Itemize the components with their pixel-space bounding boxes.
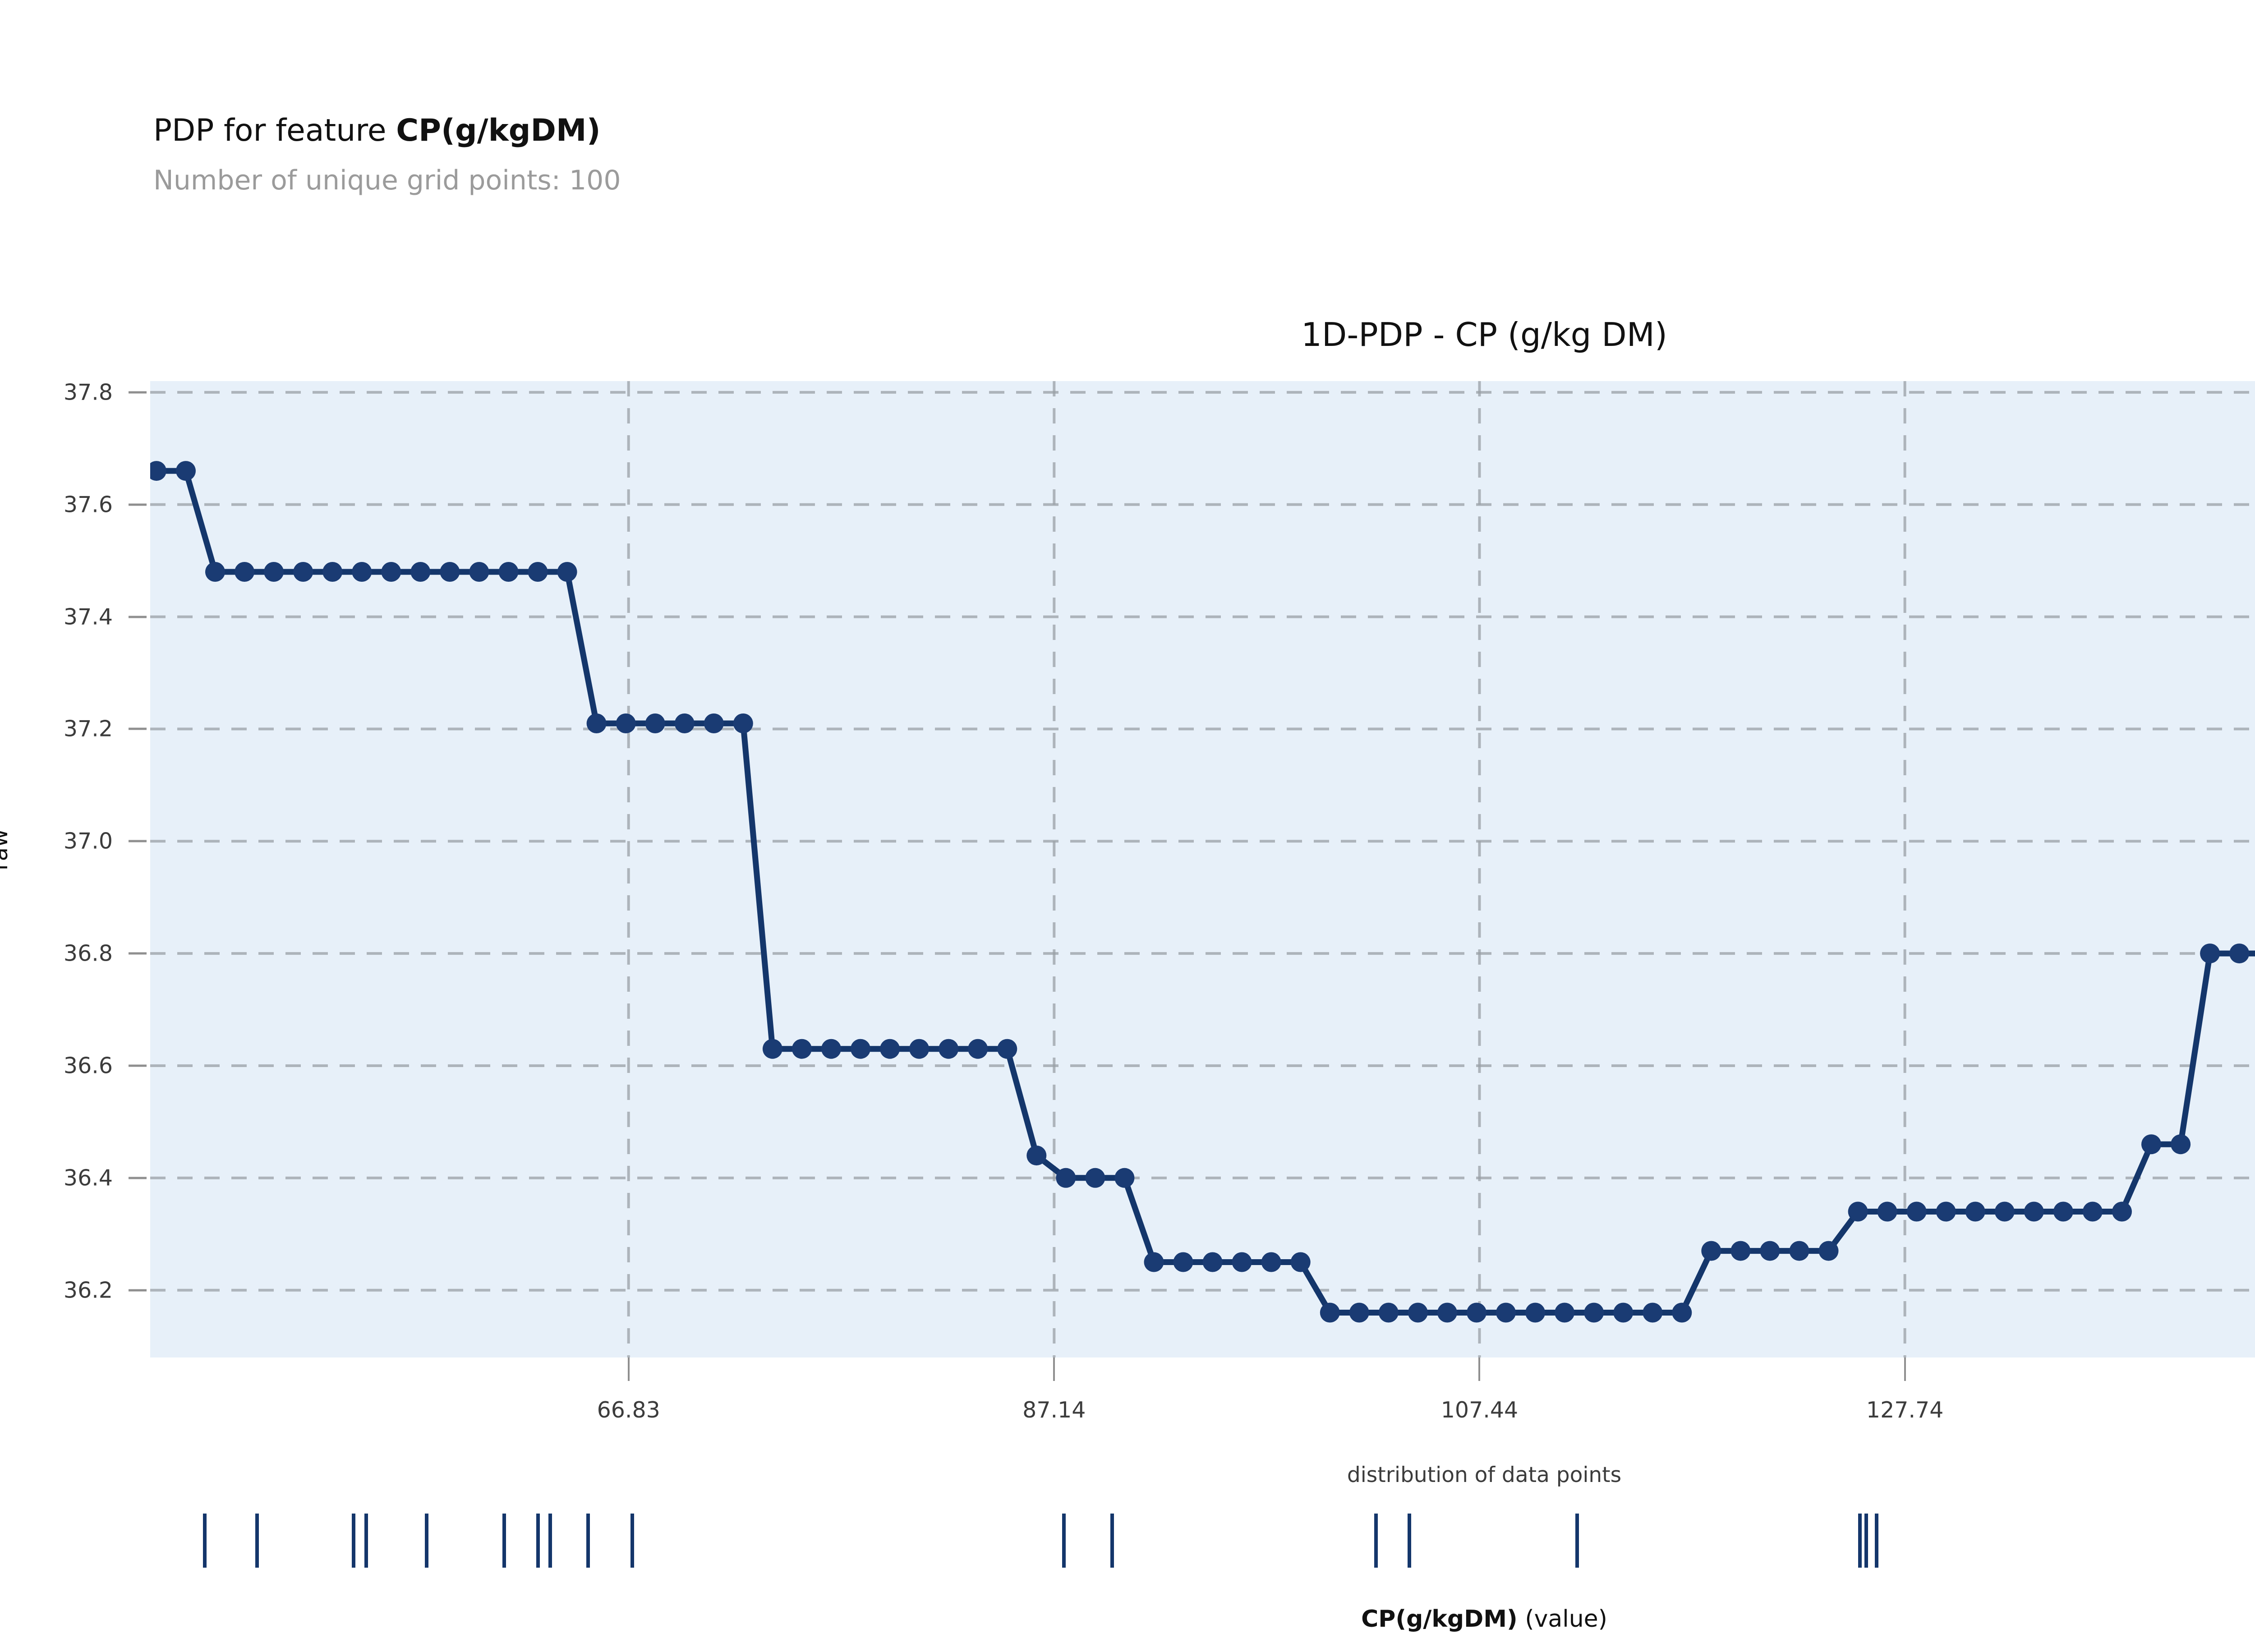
x-axis-title: CP(g/kgDM) (value)	[0, 1606, 2255, 1633]
x-axis-tick-mark	[1053, 1357, 1055, 1381]
rug-tick	[1374, 1514, 1378, 1568]
rug-tick	[1575, 1514, 1579, 1568]
x-axis-tick-label: 107.44	[1440, 1397, 1519, 1423]
x-axis-tick-mark	[1904, 1357, 1906, 1381]
y-axis-tick-label: 37.8	[63, 379, 113, 405]
x-axis-tick-label: 66.83	[597, 1397, 660, 1423]
y-axis-tick-label: 37.2	[63, 716, 113, 742]
y-axis-tick-mark	[129, 727, 147, 730]
rug-tick	[1858, 1514, 1862, 1568]
rug-tick	[351, 1514, 355, 1568]
chart-title: 1D-PDP - CP (g/kg DM)	[1301, 316, 1667, 354]
rug-tick	[630, 1514, 634, 1568]
x-axis-title-feature: CP(g/kgDM)	[1361, 1606, 1518, 1633]
rug-tick	[502, 1514, 506, 1568]
x-axis-tick-mark	[1478, 1357, 1481, 1381]
x-axis-tick-label: 127.74	[1866, 1397, 1944, 1423]
y-axis-tick-mark	[129, 616, 147, 618]
grid-points-subtitle: Number of unique grid points: 100	[153, 165, 621, 196]
distribution-caption: distribution of data points	[1347, 1463, 1622, 1487]
rug-tick	[364, 1514, 368, 1568]
rug-tick	[1408, 1514, 1412, 1568]
y-axis-tick-label: 36.2	[63, 1277, 113, 1303]
page-title-feature: CP(g/kgDM)	[396, 113, 601, 148]
y-axis-tick-label: 36.6	[63, 1053, 113, 1079]
rug-tick	[548, 1514, 552, 1568]
plot-area	[150, 381, 2255, 1357]
distribution-rug	[150, 1514, 2255, 1568]
page-title: PDP for feature CP(g/kgDM)	[153, 113, 1506, 148]
y-axis-tick-mark	[129, 1064, 147, 1067]
rug-tick	[202, 1514, 207, 1568]
y-axis-tick-mark	[129, 503, 147, 506]
y-axis-tick-mark	[129, 1289, 147, 1292]
rug-tick	[1062, 1514, 1066, 1568]
rug-tick	[255, 1514, 259, 1568]
pdp-header: PDP for feature CP(g/kgDM) Number of uni…	[153, 113, 1506, 196]
y-axis-tick-mark	[129, 1177, 147, 1179]
rug-tick	[536, 1514, 540, 1568]
y-axis-tick-mark	[129, 840, 147, 842]
y-axis-tick-label: 36.4	[63, 1165, 113, 1191]
y-axis-tick-mark	[129, 952, 147, 955]
rug-tick	[1875, 1514, 1879, 1568]
x-axis-tick-label: 87.14	[1022, 1397, 1086, 1423]
y-axis-tick-label: 37.0	[63, 828, 113, 854]
rug-tick	[425, 1514, 429, 1568]
y-axis-tick-label: 36.8	[63, 940, 113, 966]
rug-tick	[1110, 1514, 1114, 1568]
y-axis-title: raw	[0, 828, 13, 870]
x-axis-title-unit: (value)	[1517, 1606, 1607, 1633]
y-axis-tick-label: 37.6	[63, 492, 113, 518]
pdp-line-plot	[150, 381, 2255, 1357]
y-axis-tick-label: 37.4	[63, 604, 113, 630]
rug-tick	[1864, 1514, 1868, 1568]
rug-tick	[586, 1514, 590, 1568]
page-title-prefix: PDP for feature	[153, 113, 396, 148]
y-axis-tick-mark	[129, 391, 147, 394]
x-axis-tick-mark	[627, 1357, 630, 1381]
